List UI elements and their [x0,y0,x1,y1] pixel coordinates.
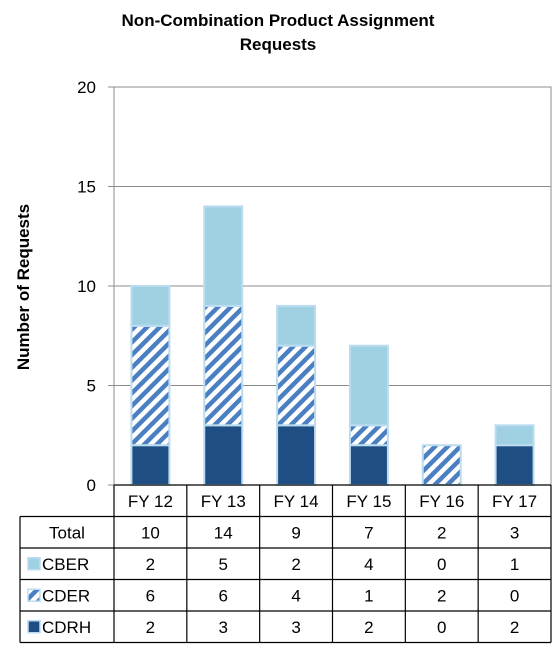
bar-cdrh-fy17 [494,444,535,487]
chart-title-line-1: Non-Combination Product Assignment [122,11,435,30]
bar-cber-fy13 [203,205,244,307]
table-cell-cber: 1 [510,555,519,574]
bar-cdrh-fy12 [130,444,171,487]
x-category-label: FY 16 [419,492,464,511]
table-cell-cdrh: 3 [291,618,300,637]
x-category-label: FY 14 [274,492,319,511]
table-cell-total: 7 [364,523,373,542]
bar-cder-fy14 [276,344,317,427]
bar-cber-fy17 [494,424,535,447]
table-cell-total: 9 [291,523,300,542]
table-cell-cber: 4 [364,555,373,574]
table-cell-cber: 5 [219,555,228,574]
y-tick-label: 5 [87,377,96,396]
bar-cdrh-fy15 [348,444,389,487]
table-cell-cdrh: 2 [510,618,519,637]
bar-cder-fy12 [130,324,171,447]
legend-label-cdrh: CDRH [42,618,91,637]
bar-cber-fy14 [276,304,317,347]
bar-cber-fy12 [130,285,171,327]
legend-swatch-cdrh [27,620,41,634]
bar-cder-fy16 [421,444,462,487]
table-cell-cdrh: 2 [146,618,155,637]
legend-swatch-cber [27,557,41,571]
table-cell-total: 3 [510,523,519,542]
table-cell-total: 14 [214,523,233,542]
table-cell-cder: 4 [291,586,300,605]
y-tick-labels: 0 5 10 15 20 [77,78,96,495]
x-category-label: FY 12 [128,492,173,511]
legend-swatch-cder [27,588,41,602]
table-cell-cder: 2 [437,586,446,605]
bar-cdrh-fy14 [276,424,317,486]
table-cell-cdrh: 0 [437,618,446,637]
y-axis-label: Number of Requests [14,204,33,370]
table-cell-total: 10 [141,523,160,542]
table-cell-cber: 0 [437,555,446,574]
chart-title-line-2: Requests [240,35,317,54]
bar-cber-fy15 [348,344,389,427]
x-category-label: FY 15 [346,492,391,511]
y-tick-label: 15 [77,178,96,197]
x-category-label: FY 17 [492,492,537,511]
x-category-label: FY 13 [201,492,246,511]
table-cell-cber: 2 [291,555,300,574]
table-cell-total: 2 [437,523,446,542]
table-cell-cder: 0 [510,586,519,605]
table-cell-cber: 2 [146,555,155,574]
y-tick-label: 0 [87,476,96,495]
legend-label-cder: CDER [42,586,90,605]
bar-cder-fy15 [348,424,389,447]
bar-cder-fy13 [203,304,244,427]
table-row-label-total: Total [49,523,85,542]
table-cell-cder: 6 [219,586,228,605]
bar-cdrh-fy13 [203,424,244,486]
y-tick-label: 20 [77,78,96,97]
y-tick-label: 10 [77,277,96,296]
table-cell-cder: 1 [364,586,373,605]
grid-lines [108,86,552,486]
bars [130,205,535,487]
table-cell-cdrh: 3 [219,618,228,637]
table-cell-cdrh: 2 [364,618,373,637]
legend-label-cber: CBER [42,555,89,574]
table-cell-cder: 6 [146,586,155,605]
